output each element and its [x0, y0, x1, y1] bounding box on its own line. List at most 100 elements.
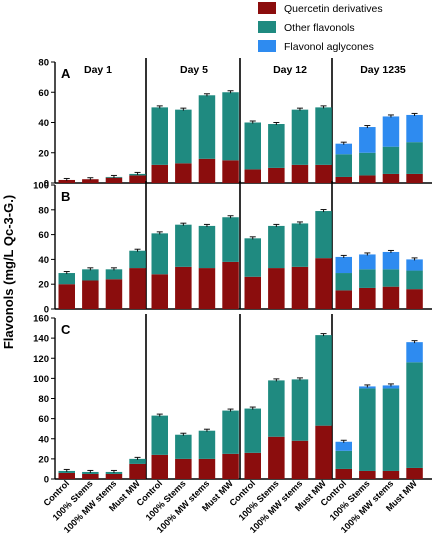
bar-quercetin [268, 268, 285, 309]
legend: Quercetin derivatives Other flavonols Flav… [258, 2, 383, 53]
bar-other-flavonols [335, 450, 352, 469]
bar-other-flavonols [198, 430, 216, 459]
bar-aglycones [406, 114, 423, 143]
y-tick-label: 0 [44, 179, 49, 190]
legend-label: Quercetin derivatives [284, 3, 383, 15]
bar-other-flavonols [359, 269, 376, 288]
bar-other-flavonols [198, 95, 216, 159]
bar-aglycones [335, 441, 352, 451]
bar-quercetin [82, 179, 99, 183]
y-tick-label: 80 [38, 394, 49, 405]
bar-aglycones [382, 251, 400, 270]
bar-quercetin [175, 458, 192, 479]
bar-quercetin [58, 284, 75, 309]
bar-other-flavonols [315, 107, 332, 165]
y-tick-label: 20 [38, 280, 49, 291]
period-label: Day 1235 [360, 64, 406, 76]
y-tick-label: 40 [38, 434, 49, 445]
bar-other-flavonols [335, 273, 352, 291]
bar-quercetin [222, 453, 239, 479]
bar-other-flavonols [129, 250, 146, 269]
legend-swatch [258, 21, 276, 33]
bar-other-flavonols [335, 154, 352, 177]
bar-aglycones [359, 386, 376, 389]
bar-other-flavonols [222, 217, 239, 262]
bar-aglycones [335, 256, 352, 274]
bar-aglycones [406, 342, 423, 363]
bar-other-flavonols [359, 152, 376, 176]
bar-quercetin [359, 175, 376, 183]
y-tick-label: 40 [38, 255, 49, 266]
bar-quercetin [151, 454, 168, 479]
bar-other-flavonols [406, 362, 423, 468]
bar-quercetin [175, 163, 192, 183]
y-tick-label: 100 [33, 374, 49, 385]
period-label: Day 1 [84, 64, 112, 76]
bar-quercetin [58, 179, 75, 183]
bar-other-flavonols [198, 225, 216, 269]
legend-label: Other flavonols [284, 22, 355, 34]
bar-other-flavonols [175, 109, 192, 164]
bar-quercetin [335, 290, 352, 309]
bar-aglycones [406, 259, 423, 271]
bar-quercetin [244, 169, 261, 183]
bar-quercetin [359, 287, 376, 309]
bar-aglycones [359, 127, 376, 153]
bar-other-flavonols [315, 335, 332, 426]
bar-quercetin [335, 176, 352, 183]
bar-quercetin [198, 158, 216, 183]
bar-other-flavonols [268, 380, 285, 437]
bar-other-flavonols [82, 471, 99, 474]
bar-quercetin [406, 173, 423, 183]
bar-other-flavonols [58, 273, 75, 285]
bar-other-flavonols [222, 410, 239, 454]
bar-other-flavonols [268, 124, 285, 168]
bar-quercetin [291, 440, 309, 479]
bar-other-flavonols [244, 122, 261, 170]
bar-quercetin [291, 164, 309, 183]
period-label: Day 5 [180, 64, 208, 76]
bar-other-flavonols [291, 223, 309, 267]
bar-other-flavonols [382, 388, 400, 471]
y-tick-label: 40 [38, 118, 49, 129]
y-tick-label: 60 [38, 414, 49, 425]
bar-quercetin [244, 452, 261, 479]
bar-quercetin [268, 436, 285, 479]
bar-quercetin [315, 258, 332, 309]
bar-quercetin [335, 468, 352, 479]
panel-a: 0 20 40 60 80 A Day 1 Day 5 Day 12 Day 1235 [38, 58, 432, 190]
bar-quercetin [198, 458, 216, 479]
bar-quercetin [359, 470, 376, 479]
bar-quercetin [244, 276, 261, 309]
bar-other-flavonols [175, 434, 192, 459]
bar-aglycones [382, 116, 400, 147]
legend-label: Flavonol aglycones [284, 41, 374, 53]
panel-label: A [61, 66, 71, 81]
bar-other-flavonols [151, 233, 168, 275]
y-tick-label: 160 [33, 314, 49, 325]
legend-swatch [258, 40, 276, 52]
bar-other-flavonols [105, 269, 123, 280]
panel-label: C [61, 322, 71, 337]
bar-other-flavonols [244, 408, 261, 453]
y-tick-label: 60 [38, 88, 49, 99]
bar-quercetin [198, 268, 216, 309]
bar-other-flavonols [315, 211, 332, 259]
bar-other-flavonols [382, 269, 400, 287]
bar-quercetin [315, 164, 332, 183]
panel-b: 0 20 40 60 80 100 B [33, 181, 432, 316]
bar-quercetin [222, 261, 239, 309]
bar-aglycones [359, 254, 376, 270]
y-tick-label: 20 [38, 148, 49, 159]
bar-quercetin [151, 164, 168, 183]
bar-other-flavonols [382, 146, 400, 174]
y-tick-label: 140 [33, 334, 49, 345]
bar-quercetin [222, 160, 239, 183]
bar-quercetin [382, 470, 400, 479]
bar-quercetin [105, 279, 123, 309]
bar-other-flavonols [291, 379, 309, 441]
bar-other-flavonols [406, 270, 423, 290]
y-tick-label: 20 [38, 454, 49, 465]
bar-quercetin [406, 467, 423, 479]
